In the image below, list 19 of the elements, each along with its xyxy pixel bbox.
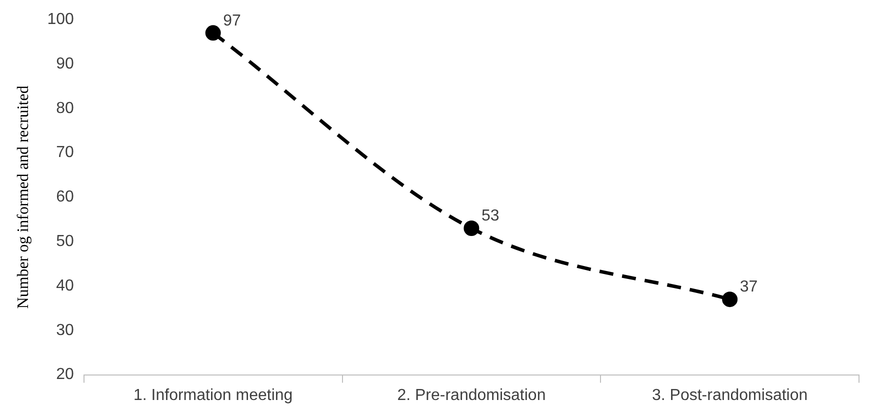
point [722,292,738,308]
x-tick-label: 2. Pre-randomisation [397,386,546,404]
data-label: 53 [481,208,500,225]
data-label: 37 [740,278,758,296]
y-tick-label: 20 [56,366,74,384]
y-tick-label: 30 [56,322,74,339]
x-tick-label: 1. Information meeting [133,386,293,404]
y-tick-label: 60 [56,188,74,206]
y-tick-label: 70 [56,144,74,162]
y-tick-label: 90 [56,55,74,72]
data-label: 97 [223,12,241,30]
point [464,220,480,236]
y-axis-title: Number og informed and recruited [14,86,32,309]
x-tick-label: 3. Post-randomisation [652,386,808,404]
y-tick-label: 50 [56,233,74,250]
y-tick-label: 100 [47,11,74,28]
y-tick-label: 80 [56,100,74,117]
point [205,25,221,41]
y-tick-label: 40 [56,277,74,294]
